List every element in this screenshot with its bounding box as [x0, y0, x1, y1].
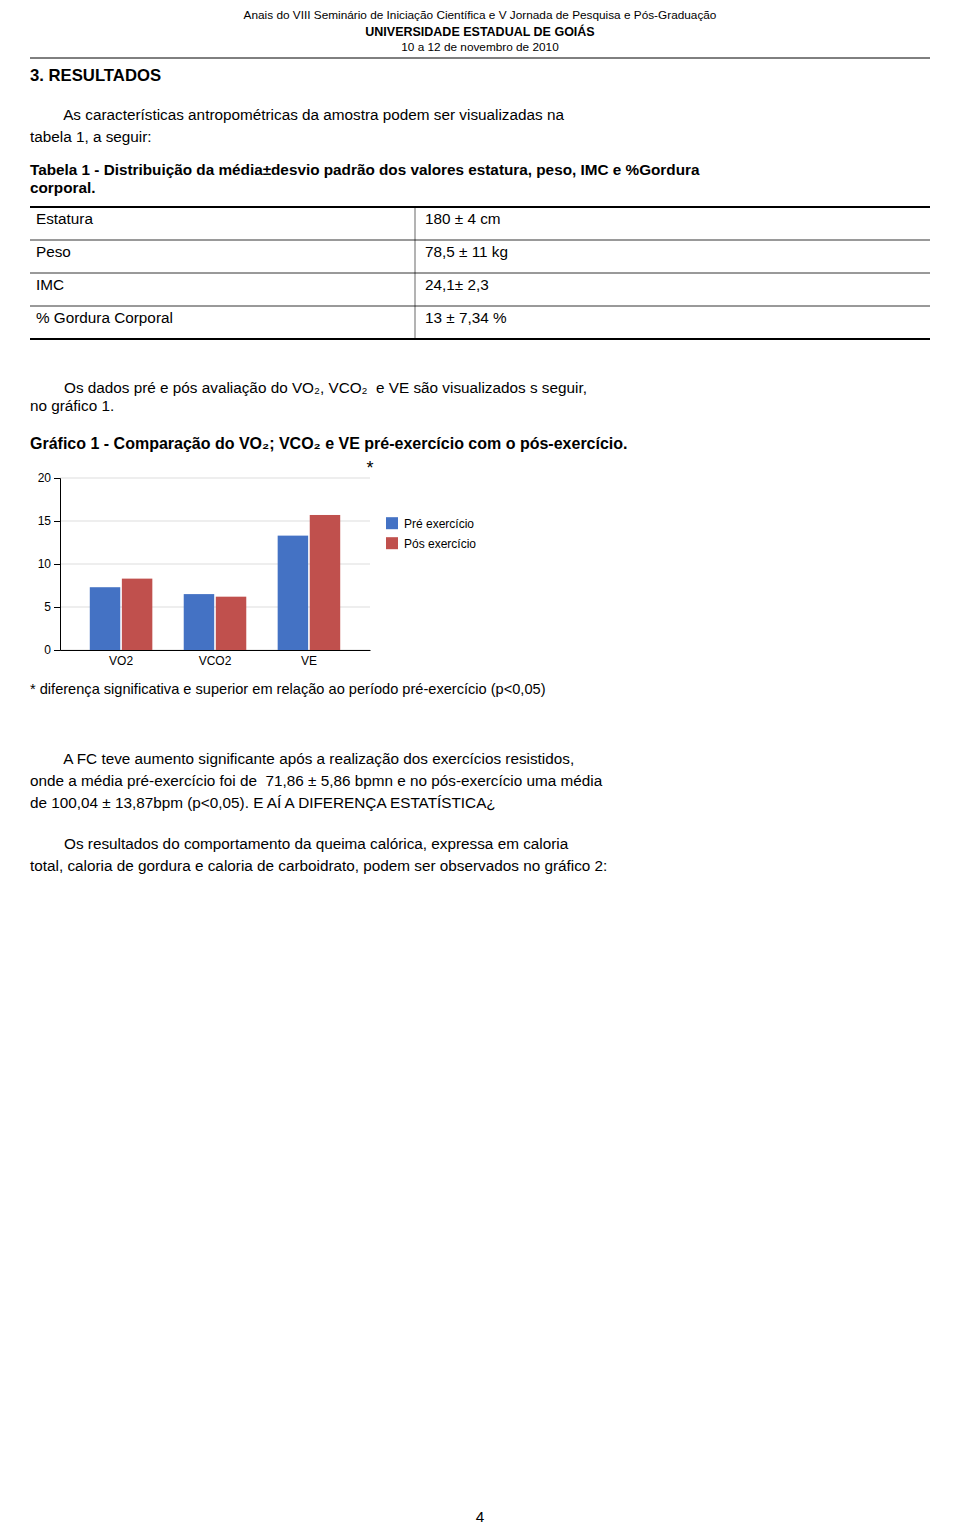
tick-label: 5: [44, 600, 51, 614]
table-rule: [30, 240, 930, 241]
tick-label: VE: [301, 654, 317, 668]
grid: [60, 478, 370, 650]
header-line: 10 a 12 de novembro de 2010: [401, 40, 559, 54]
page-number: 4: [476, 1508, 485, 1525]
paragraph-line: Os resultados do comportamento da queima…: [30, 835, 569, 852]
bars: [90, 515, 340, 650]
table-rule: [30, 273, 930, 274]
grid-line: [60, 478, 370, 479]
bar-series: [122, 515, 340, 650]
paragraph-line: no gráfico 1.: [30, 397, 114, 414]
paragraph-line: Os dados pré e pós avaliação do VO₂, VCO…: [30, 379, 587, 396]
bar: [216, 597, 246, 650]
tick: 20: [38, 471, 60, 485]
tick: 10: [38, 557, 60, 571]
legend-label: Pós exercício: [404, 537, 476, 551]
tick-label: 0: [44, 643, 51, 657]
table-title: corporal.: [30, 179, 95, 196]
tick: VCO2: [199, 650, 232, 668]
table-cell: 13 ± 7,34 %: [425, 309, 507, 326]
tick-mark: [54, 607, 60, 608]
legend-label: Pré exercício: [404, 517, 474, 531]
page: Anais do VIII Seminário de Iniciação Cie…: [0, 0, 960, 1538]
paragraph-line: total, caloria de gordura e caloria de c…: [30, 857, 607, 874]
table-rule: [30, 339, 930, 340]
axis-domain: [61, 650, 371, 651]
tick: 5: [44, 600, 60, 614]
table-rule: [30, 206, 930, 208]
axis-domain: [54, 479, 61, 651]
table-title: Tabela 1 - Distribuição da média±desvio …: [30, 161, 700, 178]
tick: 0: [44, 643, 60, 657]
bar: [184, 594, 214, 650]
tick-mark: [54, 521, 60, 522]
tick-label: VO2: [109, 654, 133, 668]
paragraph-line: tabela 1, a seguir:: [30, 128, 152, 145]
tick-mark: [54, 564, 60, 565]
chart: 0 5 10 15 20 VO2 VCO2 VE Pré exercício Pós exercí…: [38, 458, 477, 668]
tick-mark: [54, 650, 60, 651]
tick-label: VCO2: [199, 654, 232, 668]
table-cell: Peso: [36, 243, 71, 260]
table-cell: 180 ± 4 cm: [425, 210, 501, 227]
table-rule: [415, 207, 416, 240]
bar: [90, 587, 120, 650]
footnote: * diferença significativa e superior em …: [30, 681, 546, 697]
table-rule: [415, 306, 416, 339]
header-line: UNIVERSIDADE ESTADUAL DE GOIÁS: [365, 24, 594, 39]
tick-label: 20: [38, 471, 52, 485]
legend-swatch: [386, 517, 398, 529]
legend-item: Pós exercício: [386, 537, 476, 551]
table-rule: [415, 273, 416, 306]
table-cell: 78,5 ± 11 kg: [425, 243, 508, 260]
tick-mark: [54, 478, 60, 479]
legend: Pré exercício Pós exercício: [386, 517, 476, 551]
bar: [310, 515, 340, 650]
table-rule: [30, 338, 930, 340]
header-rule: [30, 58, 930, 59]
tick: VE: [301, 650, 317, 668]
paragraph-line: de 100,04 ± 13,87bpm (p<0,05). E AÍ A DI…: [30, 794, 496, 811]
table-cell: IMC: [36, 276, 64, 293]
table-rule: [415, 240, 416, 273]
chart-title: Gráfico 1 - Comparação do VO₂; VCO₂ e VE…: [30, 435, 628, 452]
legend-item: Pré exercício: [386, 517, 474, 531]
tick-label: 15: [38, 514, 52, 528]
x-axis: VO2 VCO2 VE: [61, 650, 371, 668]
bar: [122, 579, 152, 650]
tick-label: 10: [38, 557, 52, 571]
annotation: *: [366, 458, 373, 478]
tick: VO2: [109, 650, 133, 668]
table-cell: % Gordura Corporal: [36, 309, 173, 326]
section-title: 3. RESULTADOS: [30, 66, 161, 85]
bar: [278, 536, 308, 650]
legend-swatch: [386, 537, 398, 549]
table-rule: [30, 306, 930, 307]
table-cell: 24,1± 2,3: [425, 276, 489, 293]
paragraph-line: As características antropométricas da am…: [30, 106, 564, 123]
paragraph-line: A FC teve aumento significante após a re…: [30, 750, 574, 767]
table-cell: Estatura: [36, 210, 93, 227]
header-line: Anais do VIII Seminário de Iniciação Cie…: [244, 8, 717, 22]
tick: 15: [38, 514, 60, 528]
y-axis: 0 5 10 15 20: [38, 471, 61, 657]
paragraph-line: onde a média pré-exercício foi de 71,86 …: [30, 772, 603, 789]
bar-series: [90, 536, 308, 650]
